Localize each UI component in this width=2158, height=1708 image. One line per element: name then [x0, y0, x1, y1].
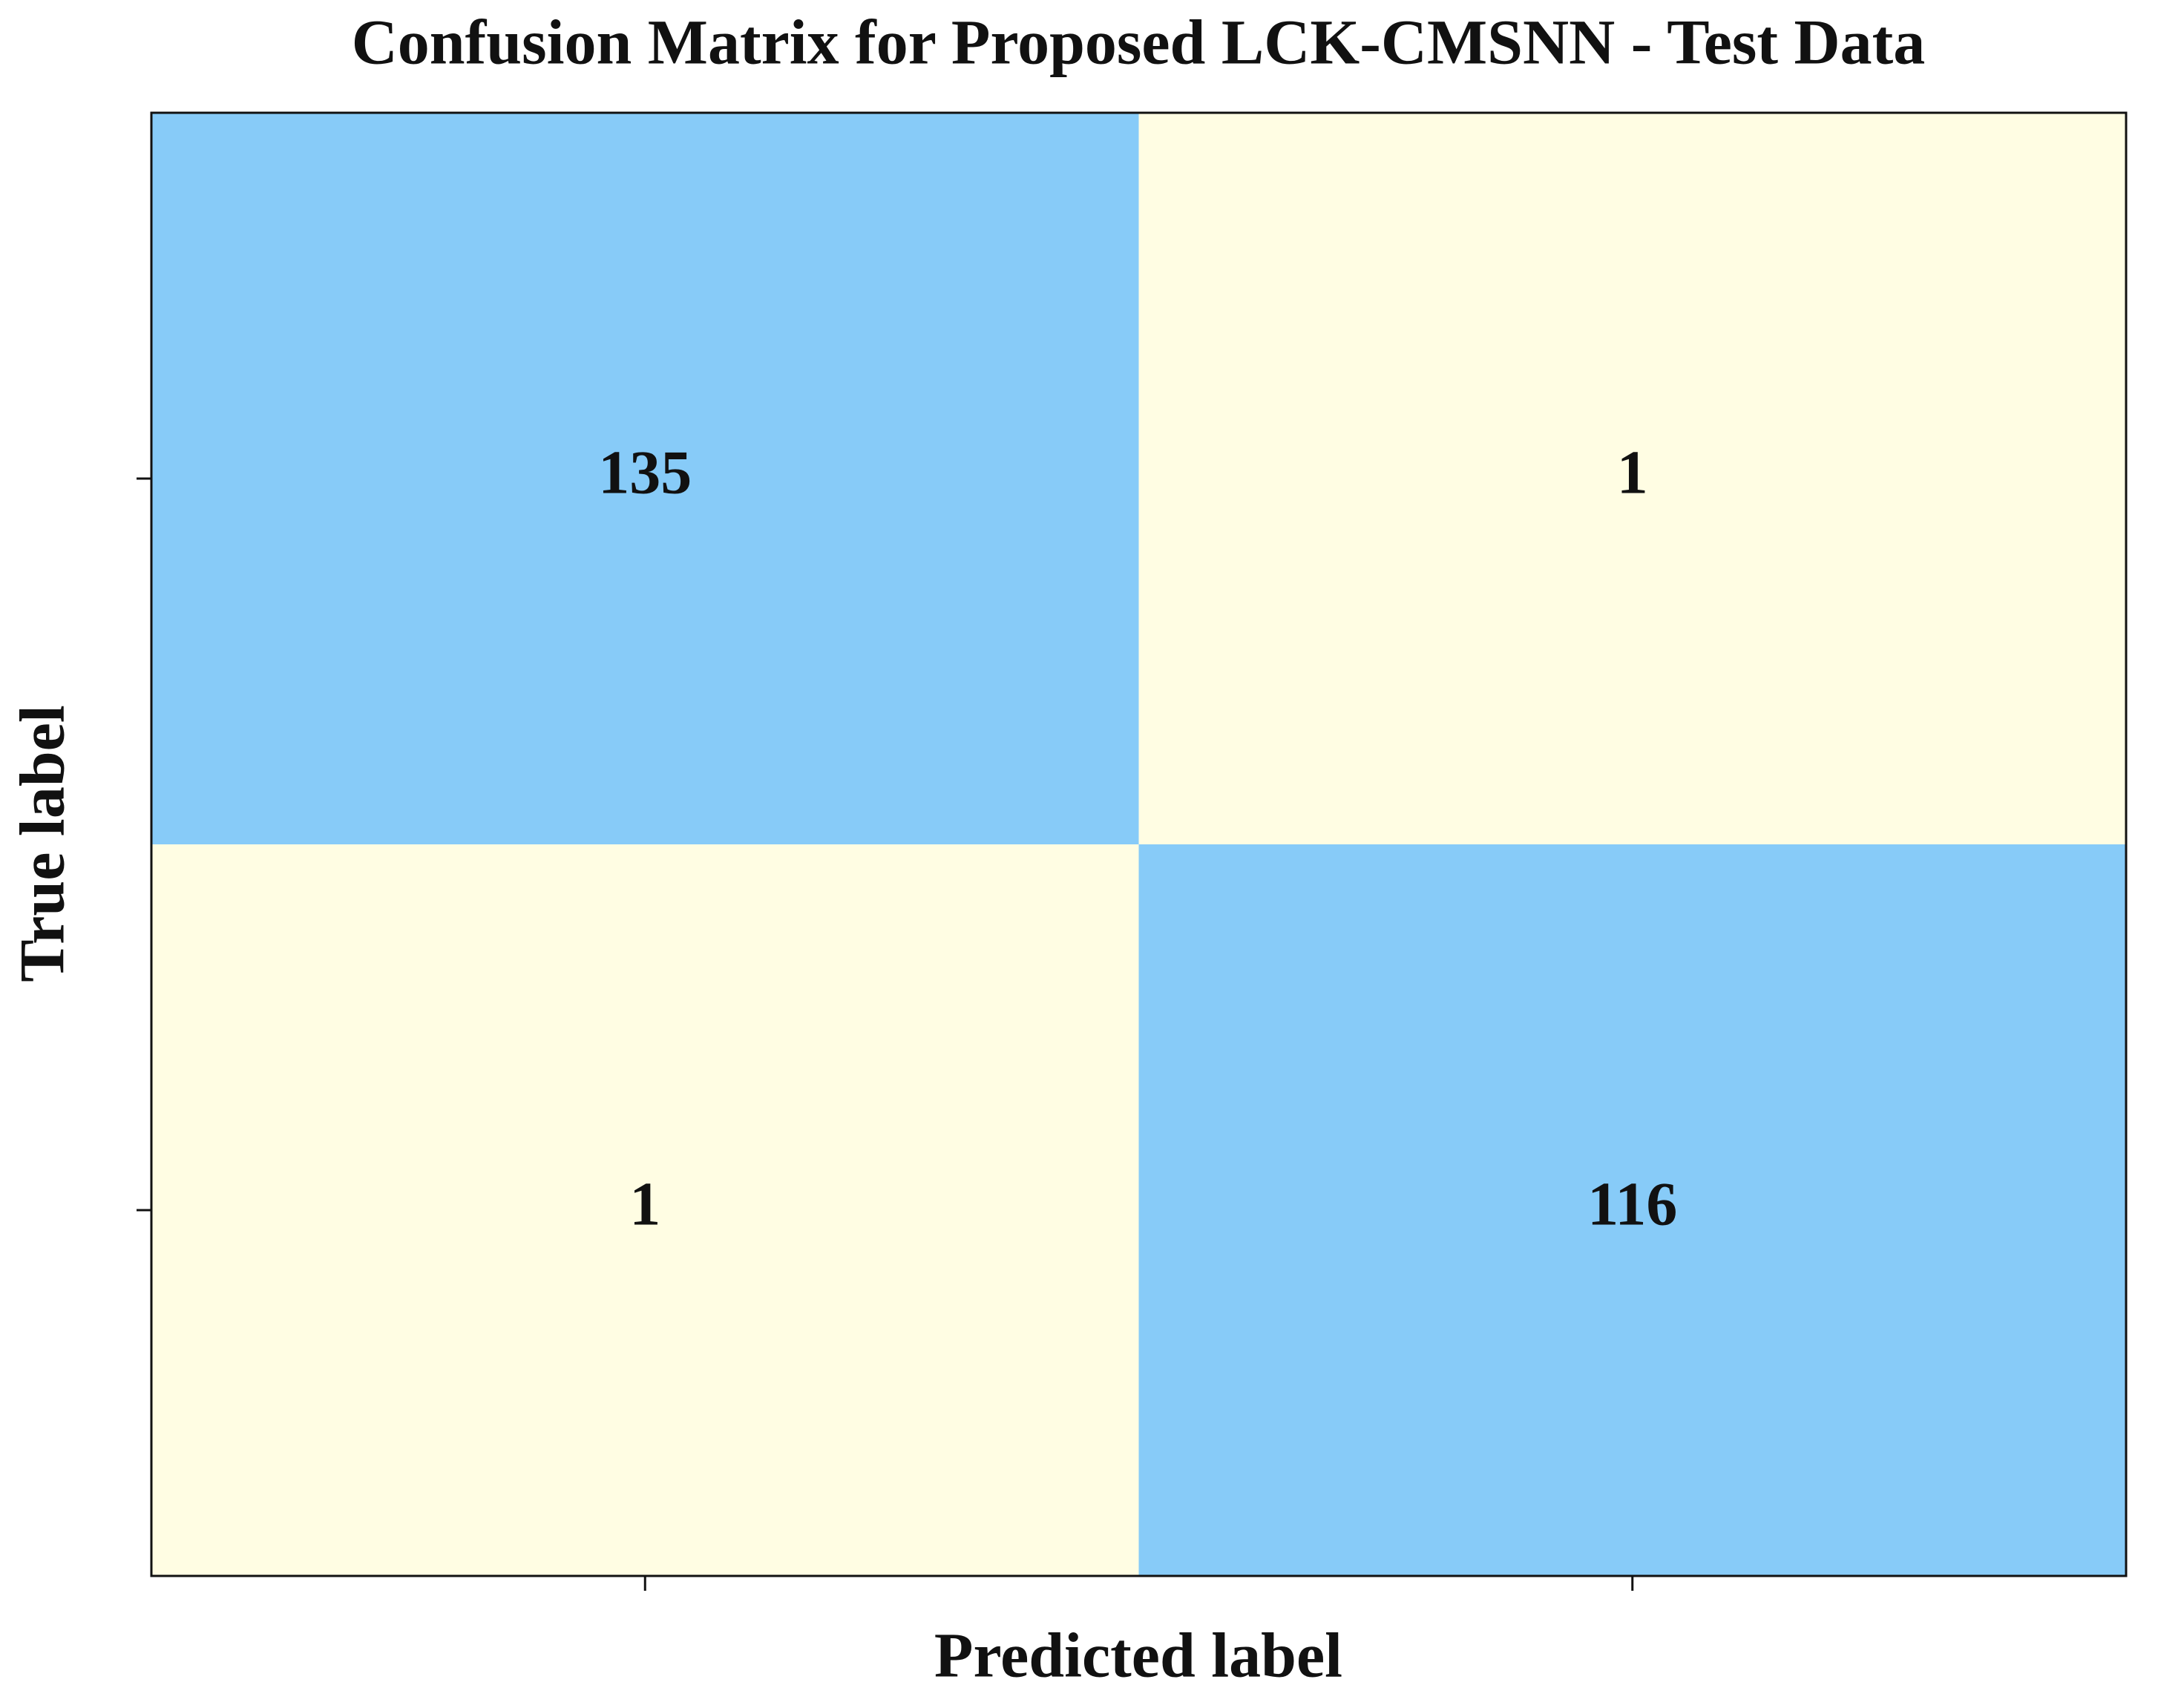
- chart-title: Confusion Matrix for Proposed LCK-CMSNN …: [352, 7, 1926, 78]
- cell-label: 1: [629, 1169, 660, 1238]
- cell: [1138, 844, 2126, 1576]
- y-axis-label: True label: [7, 705, 78, 982]
- cell-label: 1: [1617, 438, 1648, 507]
- cell: [1138, 113, 2126, 844]
- cell-label: 116: [1587, 1169, 1677, 1238]
- cell: [151, 113, 1139, 844]
- axes-frame: [150, 111, 2128, 1577]
- x-axis-label: Predicted label: [934, 1620, 1342, 1691]
- cell: [151, 844, 1139, 1576]
- cell-label: 135: [598, 438, 692, 507]
